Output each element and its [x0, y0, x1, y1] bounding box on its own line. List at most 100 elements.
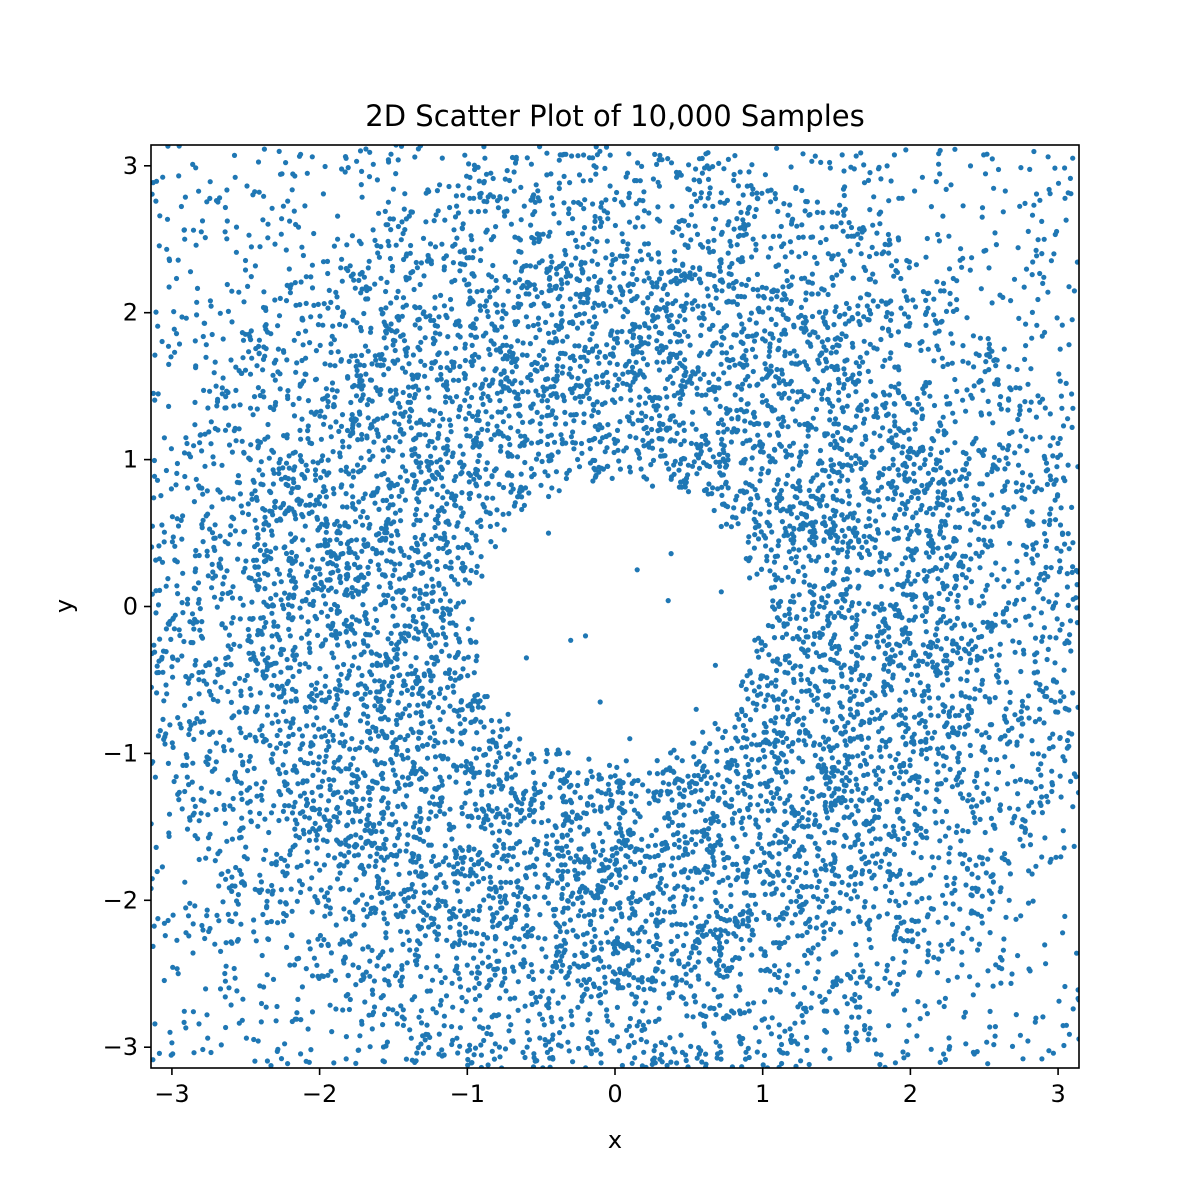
scatter-point: [664, 405, 670, 411]
scatter-point: [1062, 195, 1068, 201]
scatter-point: [977, 565, 983, 571]
scatter-point: [774, 704, 781, 710]
scatter-point: [433, 863, 439, 869]
scatter-point: [476, 980, 482, 987]
scatter-point: [900, 825, 906, 832]
scatter-point: [496, 837, 502, 843]
scatter-point: [321, 593, 327, 599]
scatter-point: [433, 533, 439, 539]
scatter-point: [468, 332, 474, 338]
scatter-point: [474, 730, 480, 736]
scatter-point: [615, 447, 621, 453]
scatter-point: [989, 492, 995, 498]
scatter-point: [1043, 685, 1049, 691]
scatter-point: [735, 521, 741, 527]
scatter-point: [669, 819, 675, 826]
scatter-point: [812, 840, 818, 846]
scatter-point: [529, 969, 535, 975]
scatter-point: [970, 511, 977, 517]
scatter-point: [705, 239, 711, 245]
scatter-point: [879, 601, 885, 607]
scatter-point: [1039, 1056, 1045, 1062]
scatter-point: [273, 592, 279, 598]
scatter-point: [876, 504, 883, 510]
scatter-point: [682, 834, 688, 840]
scatter-point: [635, 984, 642, 991]
scatter-point: [393, 861, 399, 867]
scatter-point: [1075, 987, 1079, 993]
scatter-point: [376, 820, 383, 826]
scatter-point: [1061, 667, 1067, 673]
scatter-point: [465, 987, 472, 993]
scatter-point: [512, 259, 519, 265]
scatter-point: [983, 767, 990, 773]
scatter-point: [331, 337, 337, 343]
scatter-point: [717, 463, 723, 469]
chart-title: 2D Scatter Plot of 10,000 Samples: [365, 99, 864, 133]
scatter-point: [467, 174, 473, 180]
scatter-point: [1026, 868, 1032, 874]
scatter-point: [1026, 803, 1032, 809]
scatter-point: [776, 851, 782, 857]
scatter-point: [475, 458, 481, 464]
scatter-point: [755, 432, 761, 438]
scatter-point: [464, 433, 470, 439]
scatter-point: [318, 942, 324, 948]
scatter-point: [910, 850, 917, 856]
scatter-point: [804, 884, 810, 890]
scatter-point: [1040, 1014, 1046, 1020]
scatter-point: [699, 392, 705, 398]
scatter-point: [795, 933, 801, 939]
scatter-point: [183, 673, 189, 680]
scatter-point: [189, 673, 195, 679]
scatter-point: [291, 208, 297, 214]
scatter-point: [229, 620, 235, 626]
scatter-point: [925, 952, 931, 958]
scatter-point: [420, 1033, 426, 1039]
scatter-point: [187, 815, 193, 821]
scatter-point: [942, 652, 949, 659]
scatter-point: [668, 938, 674, 945]
scatter-point: [633, 793, 639, 799]
scatter-point: [891, 273, 897, 279]
scatter-point: [439, 1047, 445, 1053]
scatter-point: [782, 980, 789, 986]
scatter-point: [830, 685, 837, 691]
scatter-point: [269, 610, 275, 616]
scatter-point: [877, 864, 883, 870]
scatter-point: [576, 1045, 582, 1052]
scatter-point: [747, 802, 753, 808]
scatter-point: [650, 457, 657, 463]
scatter-point: [357, 1033, 363, 1039]
scatter-point: [997, 806, 1003, 812]
scatter-point: [402, 369, 408, 375]
scatter-point: [312, 472, 319, 478]
scatter-point: [335, 236, 341, 242]
scatter-point: [283, 460, 290, 466]
scatter-point: [459, 811, 465, 817]
scatter-point: [348, 621, 355, 628]
scatter-point: [473, 807, 479, 813]
scatter-point: [559, 891, 565, 898]
scatter-point: [293, 553, 299, 560]
scatter-point: [827, 159, 833, 166]
scatter-point: [979, 633, 985, 640]
scatter-point: [552, 823, 558, 829]
scatter-point: [941, 1051, 947, 1057]
scatter-point: [685, 1064, 691, 1068]
scatter-point: [857, 295, 864, 301]
scatter-point: [432, 524, 438, 531]
scatter-point: [406, 633, 412, 639]
scatter-point: [785, 865, 791, 871]
scatter-point: [170, 674, 176, 680]
scatter-point: [345, 375, 351, 381]
scatter-point: [744, 438, 750, 444]
scatter-point: [222, 970, 228, 977]
scatter-point: [446, 916, 453, 922]
scatter-point: [894, 924, 901, 931]
scatter-point: [1003, 455, 1009, 461]
scatter-point: [361, 907, 367, 913]
scatter-point: [1008, 298, 1014, 304]
scatter-point: [893, 258, 900, 264]
scatter-point: [476, 178, 482, 184]
